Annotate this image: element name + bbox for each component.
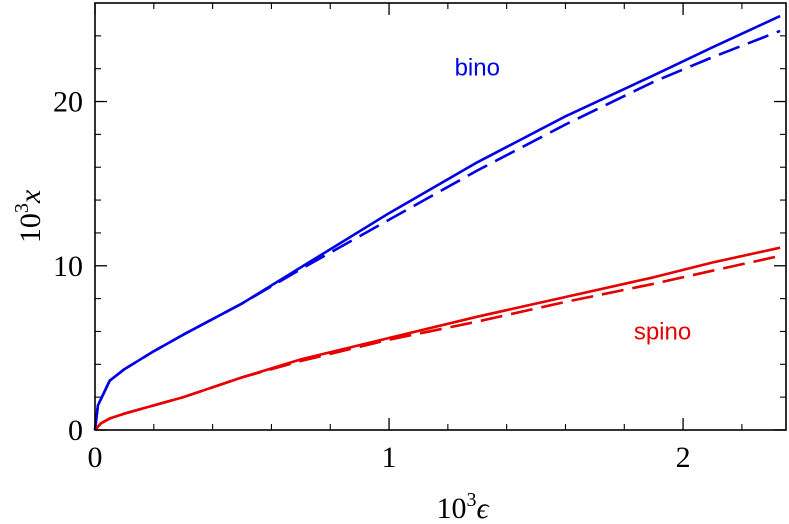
- y-axis-label: 103x: [11, 189, 47, 243]
- series-label-bino: bino: [455, 54, 500, 81]
- labels-layer: bino spino 103ϵ 103x: [11, 54, 691, 524]
- series-layer: [93, 14, 781, 431]
- x-tick-label: 1: [382, 441, 397, 474]
- y-tick-label: 10: [53, 250, 83, 283]
- series-label-spino: spino: [634, 319, 691, 346]
- series-line-bino-solid: [93, 14, 781, 431]
- series-line-bino-dashed: [93, 29, 781, 431]
- y-tick-label: 20: [53, 86, 83, 119]
- x-tick-label: 2: [676, 441, 691, 474]
- plot-frame: [94, 2, 787, 431]
- x-tick-label: 0: [88, 441, 103, 474]
- y-tick-label: 0: [68, 414, 83, 447]
- x-axis-label: 103ϵ: [437, 489, 491, 524]
- series-line-spino-dashed: [94, 254, 781, 431]
